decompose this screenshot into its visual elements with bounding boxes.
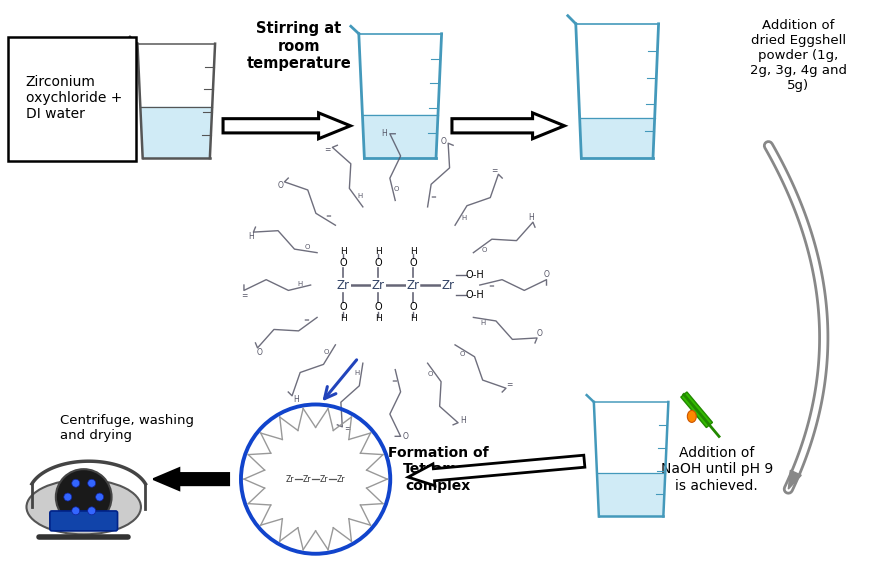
Text: Addition of
dried Eggshell
powder (1g,
2g, 3g, 4g and
5g): Addition of dried Eggshell powder (1g, 2… <box>750 19 847 93</box>
Text: O: O <box>339 258 347 268</box>
Polygon shape <box>789 471 801 489</box>
Text: H: H <box>528 213 533 222</box>
Polygon shape <box>153 468 229 490</box>
Polygon shape <box>680 392 712 428</box>
Polygon shape <box>452 113 564 139</box>
Text: O: O <box>257 348 262 357</box>
Text: =: = <box>391 378 397 384</box>
Ellipse shape <box>688 410 696 423</box>
Ellipse shape <box>27 479 141 534</box>
Text: =: = <box>303 318 309 323</box>
Text: Zirconium
oxychloride +
DI water: Zirconium oxychloride + DI water <box>26 75 122 121</box>
Text: =: = <box>507 380 513 389</box>
Text: Zr: Zr <box>441 278 455 292</box>
FancyBboxPatch shape <box>8 38 136 161</box>
Text: O-H: O-H <box>466 270 485 280</box>
Circle shape <box>64 493 72 501</box>
Text: Zr: Zr <box>285 475 294 483</box>
Text: H: H <box>480 320 486 326</box>
Text: Stirring at
room
temperature: Stirring at room temperature <box>246 21 351 71</box>
Text: O: O <box>459 350 464 357</box>
Text: H: H <box>460 416 466 425</box>
Text: H: H <box>357 193 362 199</box>
Text: Zr: Zr <box>302 475 311 483</box>
Polygon shape <box>597 473 665 516</box>
Text: =: = <box>241 291 247 300</box>
Text: O: O <box>375 258 382 268</box>
Text: O: O <box>339 302 347 312</box>
Text: H: H <box>340 247 346 255</box>
Text: O: O <box>305 244 310 250</box>
Polygon shape <box>362 115 438 158</box>
Text: =: = <box>325 213 331 219</box>
Polygon shape <box>223 113 351 139</box>
Text: Addition of
NaOH until pH 9
is achieved.: Addition of NaOH until pH 9 is achieved. <box>661 447 773 493</box>
Text: O-H: O-H <box>466 290 485 300</box>
Text: =: = <box>488 284 494 289</box>
Polygon shape <box>579 118 655 158</box>
Text: =: = <box>344 424 350 434</box>
Text: H: H <box>409 247 416 255</box>
Text: Zr: Zr <box>407 278 420 292</box>
Text: O: O <box>409 302 417 312</box>
Circle shape <box>72 479 80 487</box>
Circle shape <box>72 507 80 515</box>
Text: H: H <box>354 370 360 376</box>
Text: O: O <box>324 349 330 355</box>
Text: O: O <box>409 258 417 268</box>
Text: H: H <box>375 314 382 323</box>
Circle shape <box>88 479 96 487</box>
Text: =: = <box>324 145 330 154</box>
Text: H: H <box>248 233 254 241</box>
Text: O: O <box>428 371 433 377</box>
Text: Formation of
Tetramer
complex: Formation of Tetramer complex <box>388 447 488 493</box>
Text: H: H <box>340 314 346 323</box>
Text: H: H <box>382 130 387 138</box>
Polygon shape <box>140 107 213 158</box>
Text: H: H <box>375 247 382 255</box>
Text: O: O <box>544 270 549 279</box>
Text: Zr: Zr <box>337 278 350 292</box>
Text: Zr: Zr <box>372 278 385 292</box>
Text: Zr: Zr <box>337 475 345 483</box>
Text: =: = <box>430 194 436 200</box>
Text: H: H <box>409 314 416 323</box>
Polygon shape <box>408 455 585 486</box>
Text: O: O <box>394 186 400 192</box>
Text: O: O <box>536 329 542 338</box>
Circle shape <box>96 493 104 501</box>
Circle shape <box>56 469 112 525</box>
Text: Zr: Zr <box>319 475 328 483</box>
Text: O: O <box>481 247 486 253</box>
Text: Centrifuge, washing
and drying: Centrifuge, washing and drying <box>60 414 194 442</box>
FancyBboxPatch shape <box>50 511 118 531</box>
Text: O: O <box>375 302 382 312</box>
Text: H: H <box>293 395 299 404</box>
Text: O: O <box>440 137 447 146</box>
Circle shape <box>88 507 96 515</box>
Text: =: = <box>492 166 498 175</box>
Text: O: O <box>403 432 408 441</box>
Text: O: O <box>278 181 284 190</box>
Text: H: H <box>462 215 466 222</box>
Text: H: H <box>297 281 302 287</box>
